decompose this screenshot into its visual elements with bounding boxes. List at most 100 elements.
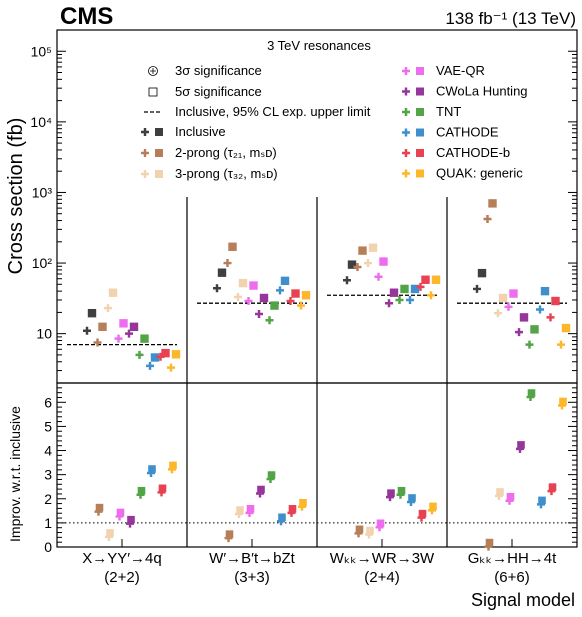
point-5sigma	[368, 243, 378, 252]
point-3sigma	[364, 259, 373, 268]
point-5sigma	[140, 334, 149, 343]
point-3sigma	[374, 272, 383, 281]
point-5sigma	[161, 348, 170, 358]
point-improvement-3sigma	[94, 507, 103, 516]
point-improvement-3sigma	[407, 497, 416, 506]
point-improvement-5sigma	[429, 502, 437, 511]
point-3sigma	[427, 291, 436, 300]
point-3sigma	[286, 297, 295, 306]
point-5sigma	[519, 313, 529, 322]
point-improvement-3sigma	[235, 510, 243, 519]
point-improvement-3sigma	[136, 490, 145, 499]
legend-label: Inclusive, 95% CL exp. upper limit	[175, 104, 371, 119]
point-improvement-5sigma	[225, 530, 234, 538]
point-3sigma	[93, 338, 102, 347]
point-improvement-3sigma	[298, 502, 307, 511]
point-3sigma	[265, 316, 274, 325]
point-3sigma	[385, 299, 394, 308]
y-tick-label: 10³	[32, 184, 53, 200]
point-3sigma	[125, 329, 133, 338]
point-improvement-5sigma	[148, 465, 156, 473]
point-5sigma	[238, 278, 248, 288]
legend-swatch-5sigma	[416, 169, 424, 178]
point-5sigma	[379, 257, 388, 266]
category-label: X→YY′→4q	[82, 550, 162, 567]
point-3sigma	[156, 352, 165, 361]
point-improvement-5sigma	[538, 496, 546, 505]
legend-swatch-3sigma	[402, 169, 411, 178]
point-improvement-5sigma	[158, 484, 167, 493]
y-tick-label: 6	[44, 394, 52, 410]
category-sublabel: (2+2)	[104, 569, 139, 586]
point-5sigma	[509, 289, 518, 298]
category-label: Gₖₖ→HH→4t	[468, 550, 557, 567]
point-5sigma	[358, 246, 367, 255]
category-sublabel: (2+4)	[364, 569, 399, 586]
category-sublabel: (6+6)	[494, 569, 529, 586]
luminosity-label: 138 fb⁻¹ (13 TeV)	[445, 9, 576, 28]
point-improvement-3sigma	[157, 488, 166, 497]
legend-swatch-5sigma	[155, 128, 163, 136]
point-3sigma	[276, 286, 285, 295]
point-improvement-5sigma	[137, 486, 146, 495]
legend-series-label: 2-prong (τ₂₁, mₛᴅ)	[175, 145, 277, 160]
legend-series-label: TNT	[436, 104, 461, 119]
category-label: Wₖₖ→WR→3W	[330, 550, 435, 567]
legend-swatch-3sigma	[402, 108, 411, 117]
y-tick-label: 10⁵	[31, 43, 52, 59]
category-label: W′→B′t→bZt	[209, 550, 295, 567]
legend-swatch-5sigma	[416, 149, 424, 157]
point-5sigma	[400, 284, 409, 294]
point-3sigma	[406, 295, 415, 304]
point-improvement-5sigma	[236, 506, 244, 514]
point-improvement-5sigma	[288, 505, 297, 513]
point-improvement-5sigma	[418, 509, 427, 518]
point-improvement-5sigma	[485, 538, 494, 547]
point-improvement-5sigma	[496, 488, 504, 496]
legend-swatch-5sigma	[155, 170, 163, 178]
point-5sigma	[488, 199, 497, 208]
legend-swatch-5sigma	[416, 128, 424, 137]
point-improvement-3sigma	[375, 523, 384, 532]
y-tick-label: 10⁴	[30, 114, 52, 130]
point-3sigma	[234, 293, 242, 302]
point-5sigma	[347, 260, 357, 269]
point-improvement-3sigma	[266, 475, 275, 484]
point-improvement-3sigma	[277, 517, 286, 526]
point-improvement-5sigma	[278, 513, 286, 522]
point-improvement-3sigma	[365, 530, 374, 539]
point-5sigma	[477, 268, 487, 278]
point-improvement-3sigma	[354, 529, 363, 538]
point-improvement-5sigma	[106, 529, 114, 537]
point-5sigma	[259, 293, 269, 303]
y-tick-label: 2	[44, 491, 52, 507]
point-5sigma	[291, 289, 300, 298]
point-3sigma	[104, 304, 113, 313]
point-5sigma	[98, 322, 107, 332]
point-3sigma	[83, 326, 92, 335]
point-improvement-5sigma	[517, 441, 525, 449]
point-improvement-3sigma	[558, 401, 566, 410]
point-5sigma	[301, 291, 311, 300]
point-3sigma	[167, 363, 175, 372]
legend-swatch-3sigma	[141, 128, 149, 136]
point-5sigma	[280, 276, 290, 286]
point-improvement-5sigma	[257, 485, 265, 494]
point-5sigma	[129, 322, 139, 332]
point-improvement-5sigma	[397, 486, 406, 495]
legend-series-label: Inclusive	[175, 124, 226, 139]
point-5sigma	[249, 281, 258, 290]
point-5sigma	[217, 268, 227, 277]
point-improvement-3sigma	[417, 513, 426, 522]
point-5sigma	[498, 293, 508, 303]
legend-swatch-5sigma	[416, 67, 424, 75]
legend-series-label: CATHODE	[436, 125, 499, 140]
legend-series-label: 3-prong (τ₃₂, mₛᴅ)	[175, 166, 278, 181]
legend-marker-plus	[150, 68, 156, 74]
y-tick-label: 5	[44, 418, 52, 434]
cms-label: CMS	[60, 3, 113, 30]
legend-swatch-3sigma	[141, 170, 149, 178]
point-3sigma	[353, 262, 362, 271]
point-improvement-3sigma	[245, 508, 254, 517]
legend-swatch-3sigma	[402, 67, 411, 76]
